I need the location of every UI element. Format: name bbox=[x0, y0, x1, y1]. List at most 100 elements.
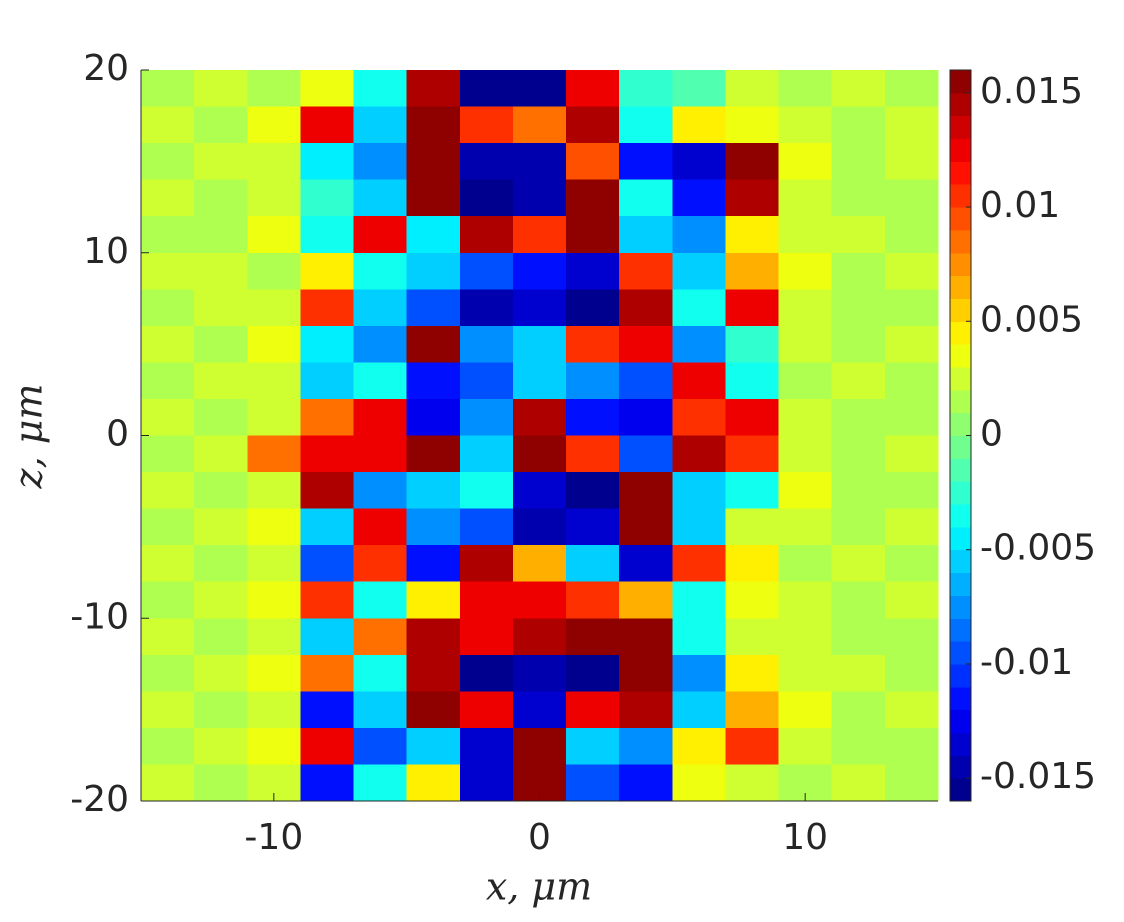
heatmap-cell bbox=[247, 654, 301, 692]
heatmap-cell bbox=[725, 289, 780, 327]
colorbar-tick-label: -0.005 bbox=[980, 528, 1096, 569]
heatmap-cell bbox=[459, 581, 514, 619]
heatmap-cell bbox=[725, 216, 780, 254]
colorbar-band bbox=[950, 138, 971, 162]
heatmap-cell bbox=[459, 362, 514, 400]
heatmap-cell bbox=[353, 252, 408, 290]
heatmap-cell bbox=[512, 581, 567, 619]
heatmap-cell bbox=[194, 435, 248, 473]
heatmap-cell bbox=[141, 106, 195, 144]
heatmap-cell bbox=[194, 70, 248, 108]
heatmap-cell bbox=[884, 764, 939, 802]
heatmap-cell bbox=[831, 435, 886, 473]
heatmap-cell bbox=[459, 545, 514, 583]
heatmap-cell bbox=[831, 472, 886, 510]
heatmap-cell bbox=[566, 252, 620, 290]
heatmap-cell bbox=[300, 691, 355, 729]
heatmap-cell bbox=[725, 727, 780, 765]
heatmap-cell bbox=[619, 252, 673, 290]
heatmap-cell bbox=[141, 143, 195, 181]
heatmap-cell bbox=[353, 362, 408, 400]
heatmap-cell bbox=[725, 508, 780, 546]
heatmap-cell bbox=[406, 70, 461, 108]
heatmap-cell bbox=[512, 654, 567, 692]
y-tick-label: 10 bbox=[83, 231, 129, 272]
colorbar-band bbox=[950, 595, 971, 619]
heatmap-cell bbox=[725, 618, 780, 656]
heatmap-cell bbox=[778, 618, 833, 656]
heatmap-cell bbox=[778, 654, 833, 692]
heatmap-cell bbox=[619, 727, 673, 765]
heatmap-cell bbox=[566, 691, 620, 729]
heatmap-cell bbox=[247, 362, 301, 400]
heatmap-cell bbox=[884, 216, 939, 254]
heatmap-cell bbox=[459, 435, 514, 473]
heatmap-cell bbox=[778, 289, 833, 327]
colorbar-band bbox=[950, 70, 971, 94]
heatmap-cell bbox=[512, 252, 567, 290]
colorbar-band bbox=[950, 572, 971, 596]
heatmap-cell bbox=[300, 289, 355, 327]
colorbar-tick-label: -0.01 bbox=[980, 642, 1073, 683]
x-tick-label: 10 bbox=[782, 817, 828, 858]
heatmap-cell bbox=[672, 618, 726, 656]
heatmap-cell bbox=[672, 106, 726, 144]
heatmap-cell bbox=[141, 216, 195, 254]
heatmap-cell bbox=[725, 143, 780, 181]
heatmap-cell bbox=[300, 618, 355, 656]
heatmap-cell bbox=[778, 545, 833, 583]
heatmap-cell bbox=[884, 508, 939, 546]
heatmap-cell bbox=[778, 435, 833, 473]
heatmap-cell bbox=[884, 143, 939, 181]
colorbar-band bbox=[950, 389, 971, 414]
colorbar-tick-label: 0.015 bbox=[980, 71, 1083, 112]
colorbar-tick-label: -0.015 bbox=[980, 756, 1096, 797]
heatmap-cell bbox=[141, 727, 195, 765]
heatmap-cell bbox=[141, 289, 195, 327]
heatmap-cell bbox=[300, 727, 355, 765]
colorbar-band bbox=[950, 161, 971, 185]
heatmap-cell bbox=[459, 618, 514, 656]
heatmap-cell bbox=[459, 70, 514, 108]
heatmap-cell bbox=[831, 289, 886, 327]
heatmap-cell bbox=[619, 472, 673, 510]
heatmap-cell bbox=[566, 472, 620, 510]
heatmap-cell bbox=[831, 143, 886, 181]
heatmap-cell bbox=[884, 398, 939, 436]
heatmap-cell bbox=[884, 435, 939, 473]
heatmap-cell bbox=[884, 727, 939, 765]
heatmap-cell bbox=[512, 727, 567, 765]
heatmap-cell bbox=[672, 654, 726, 692]
heatmap-cell bbox=[194, 179, 248, 217]
colorbar-band bbox=[950, 663, 971, 688]
heatmap-cell bbox=[459, 216, 514, 254]
heatmap-cell bbox=[141, 362, 195, 400]
heatmap-cell bbox=[778, 325, 833, 363]
heatmap-cell bbox=[725, 764, 780, 802]
heatmap-cell bbox=[194, 472, 248, 510]
heatmap-cell bbox=[884, 545, 939, 583]
heatmap-cell bbox=[725, 70, 780, 108]
heatmap-cell bbox=[619, 581, 673, 619]
heatmap-cell bbox=[300, 179, 355, 217]
heatmap-cell bbox=[672, 472, 726, 510]
heatmap-cell bbox=[725, 545, 780, 583]
heatmap-cell bbox=[512, 362, 567, 400]
heatmap-cell bbox=[725, 581, 780, 619]
heatmap-cell bbox=[619, 691, 673, 729]
heatmap-cell bbox=[725, 398, 780, 436]
heatmap-cell bbox=[300, 581, 355, 619]
heatmap-cell bbox=[831, 581, 886, 619]
heatmap-cell bbox=[672, 325, 726, 363]
heatmap-cell bbox=[300, 252, 355, 290]
heatmap-cell bbox=[459, 106, 514, 144]
heatmap-cell bbox=[141, 325, 195, 363]
heatmap-cell bbox=[406, 618, 461, 656]
heatmap-cell bbox=[353, 545, 408, 583]
heatmap-cell bbox=[512, 325, 567, 363]
heatmap-cell bbox=[884, 362, 939, 400]
heatmap-cell bbox=[406, 581, 461, 619]
heatmap-cell bbox=[194, 325, 248, 363]
heatmap-cell bbox=[406, 179, 461, 217]
heatmap-cell bbox=[459, 691, 514, 729]
